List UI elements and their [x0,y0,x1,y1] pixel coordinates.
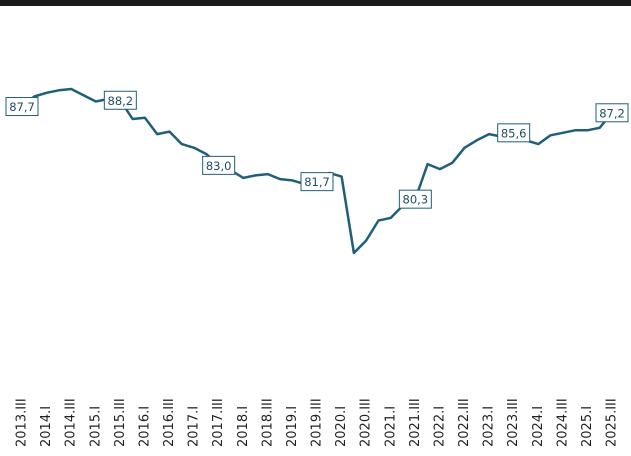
x-tick-label: 2024.I [531,406,546,447]
x-tick-label: 2019.I [285,406,300,447]
x-tick-label: 2015.I [88,406,103,447]
x-tick-label: 2023.I [482,406,497,447]
x-tick-label: 2021.I [383,406,398,447]
x-tick-label: 2025.I [580,406,595,447]
x-tick-label: 2022.III [457,398,472,447]
value-label-box [497,123,531,143]
value-label: 88,2 [108,94,134,108]
x-tick-label: 2025.III [605,398,620,447]
value-label-box [202,155,236,175]
x-tick-label: 2020.I [334,406,349,447]
x-tick-label: 2024.III [555,398,570,447]
value-label: 80,3 [403,193,429,207]
x-tick-label: 2016.I [137,406,152,447]
value-label-box [103,90,137,110]
value-label-box [5,97,39,117]
x-tick-label: 2017.I [187,406,202,447]
value-label: 87,7 [9,100,35,114]
x-tick-label: 2023.III [506,398,521,447]
top-rule [0,0,631,6]
value-label: 81,7 [304,175,330,189]
x-tick-label: 2018.I [236,406,251,447]
value-label-box [595,103,629,123]
x-tick-label: 2020.III [359,398,374,447]
value-label: 83,0 [206,159,232,173]
x-tick-label: 2022.I [432,406,447,447]
value-label-box [398,189,432,209]
x-tick-label: 2014.I [39,406,54,447]
value-label: 85,6 [501,126,527,140]
x-tick-label: 2019.III [310,398,325,447]
x-tick-label: 2017.III [211,398,226,447]
x-tick-label: 2015.III [113,398,128,447]
x-tick-label: 2013.III [15,398,30,447]
x-tick-label: 2018.III [260,398,275,447]
value-label-box [300,172,334,192]
data-line [21,87,613,255]
x-tick-label: 2014.III [64,398,79,447]
value-label: 87,2 [599,106,625,120]
x-tick-label: 2016.III [162,398,177,447]
x-tick-label: 2021.III [408,398,423,447]
